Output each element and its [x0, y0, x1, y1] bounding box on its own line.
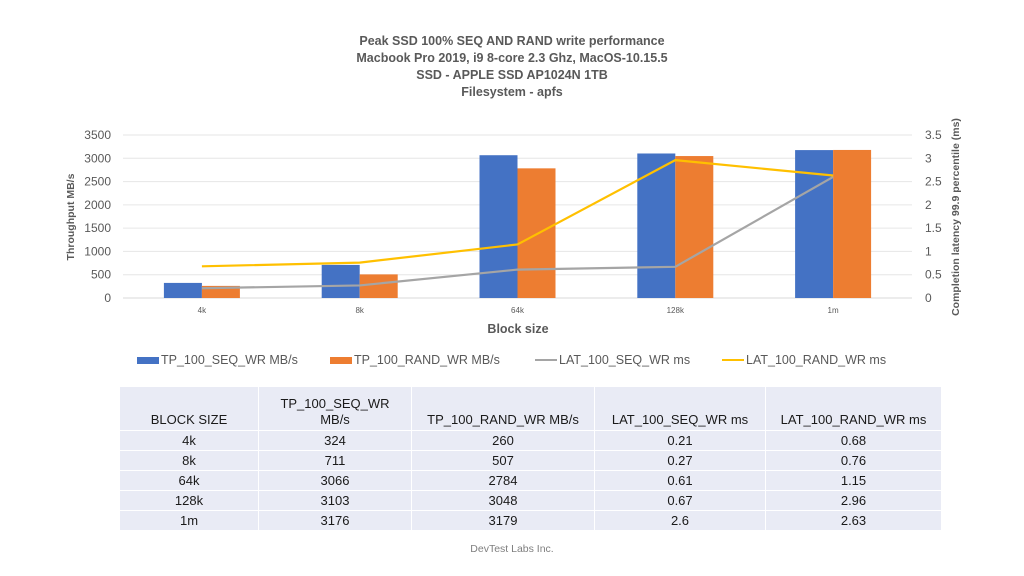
y2-tick-label: 1.5 — [925, 221, 942, 235]
chart-subtitle-line: Macbook Pro 2019, i9 8-core 2.3 Ghz, Mac… — [356, 51, 668, 65]
bar-tp-100-rand-wr-mb-s-128k — [675, 156, 714, 298]
table-header-row: BLOCK SIZE TP_100_SEQ_WR MB/s TP_100_RAN… — [119, 386, 942, 431]
line-lat-100-seq-wr-ms — [201, 175, 834, 290]
y2-tick-label: 1 — [925, 244, 932, 258]
x-tick-label: 8k — [355, 306, 364, 315]
legend-swatch — [137, 356, 159, 364]
x-axis-ticks: 4k 8k 64k 128k 1m — [198, 306, 839, 315]
data-table: BLOCK SIZE TP_100_SEQ_WR MB/s TP_100_RAN… — [119, 386, 942, 531]
x-tick-label: 1m — [828, 306, 839, 315]
table-cell: 711 — [258, 450, 412, 471]
y2-tick-label: 0.5 — [925, 268, 942, 282]
table-cell: 3176 — [258, 510, 412, 531]
table-cell: 3048 — [411, 490, 595, 511]
y2-tick-label: 0 — [925, 291, 932, 305]
table-cell: 0.67 — [594, 490, 766, 511]
table-cell: 2784 — [411, 470, 595, 491]
table-cell: 3066 — [258, 470, 412, 491]
table-row: 4k 324 260 0.21 0.68 — [119, 430, 942, 451]
table-cell: 507 — [411, 450, 595, 471]
legend-label: TP_100_RAND_WR MB/s — [354, 353, 500, 367]
combo-chart: 0 500 1000 1500 2000 2500 3000 3500 0 0.5 1 1.5 2 2.… — [65, 118, 962, 336]
header-tp-rand: TP_100_RAND_WR MB/s — [411, 386, 595, 431]
legend-label: LAT_100_RAND_WR ms — [746, 353, 887, 367]
y-axis-right-title: Completion latency 99.9 percentile (ms) — [950, 118, 962, 316]
x-tick-label: 128k — [667, 306, 685, 315]
y-tick-label: 3500 — [84, 128, 111, 142]
table-cell: 0.27 — [594, 450, 766, 471]
header-block-size: BLOCK SIZE — [119, 386, 259, 431]
bar-tp-100-rand-wr-mb-s-1m — [833, 149, 872, 298]
bar-tp-100-seq-wr-mb-s-4k — [163, 282, 202, 298]
table-cell: 1.15 — [765, 470, 942, 491]
bar-tp-100-seq-wr-mb-s-8k — [321, 264, 360, 298]
table-cell: 2.63 — [765, 510, 942, 531]
legend-swatch — [330, 356, 352, 364]
table-cell: 1m — [119, 510, 259, 531]
x-axis-title: Block size — [487, 322, 548, 336]
table-row: 1m 3176 3179 2.6 2.63 — [119, 510, 942, 531]
table-cell: 2.96 — [765, 490, 942, 511]
legend-item-tp-seq: TP_100_SEQ_WR MB/s — [137, 353, 298, 367]
table-cell: 128k — [119, 490, 259, 511]
table-cell: 0.61 — [594, 470, 766, 491]
legend-label: LAT_100_SEQ_WR ms — [559, 353, 691, 367]
y-axis-right-ticks: 0 0.5 1 1.5 2 2.5 3 3.5 — [925, 128, 942, 305]
legend-item-lat-rand: LAT_100_RAND_WR ms — [722, 353, 886, 367]
table-cell: 2.6 — [594, 510, 766, 531]
chart-title: Peak SSD 100% SEQ AND RAND write perform… — [0, 33, 1024, 101]
y-tick-label: 500 — [91, 268, 111, 282]
y-tick-label: 3000 — [84, 151, 111, 165]
chart-subtitle-line: SSD - APPLE SSD AP1024N 1TB — [416, 68, 608, 82]
chart-subtitle-line: Filesystem - apfs — [461, 85, 563, 99]
bar-tp-100-rand-wr-mb-s-8k — [359, 274, 398, 298]
chart-legend: TP_100_SEQ_WR MB/s TP_100_RAND_WR MB/s L… — [0, 353, 1024, 373]
table-row: 128k 3103 3048 0.67 2.96 — [119, 490, 942, 511]
y-tick-label: 2500 — [84, 175, 111, 189]
line-lat-100-rand-wr-ms — [201, 159, 834, 268]
legend-label: TP_100_SEQ_WR MB/s — [161, 353, 298, 367]
table-cell: 324 — [258, 430, 412, 451]
y2-tick-label: 3 — [925, 151, 932, 165]
legend-swatch — [722, 359, 744, 361]
bars — [163, 149, 872, 298]
header-tp-seq-line2: MB/s — [320, 412, 350, 427]
bar-tp-100-seq-wr-mb-s-128k — [637, 153, 676, 298]
header-lat-rand: LAT_100_RAND_WR ms — [765, 386, 942, 431]
bar-tp-100-seq-wr-mb-s-64k — [479, 155, 518, 298]
y-tick-label: 0 — [104, 291, 111, 305]
header-tp-seq: TP_100_SEQ_WR MB/s — [258, 386, 412, 431]
y-axis-left-ticks: 0 500 1000 1500 2000 2500 3000 3500 — [84, 128, 111, 305]
footer-credit: DevTest Labs Inc. — [470, 543, 554, 555]
y-tick-label: 1500 — [84, 221, 111, 235]
table-row: 8k 711 507 0.27 0.76 — [119, 450, 942, 471]
table-cell: 0.76 — [765, 450, 942, 471]
header-lat-seq: LAT_100_SEQ_WR ms — [594, 386, 766, 431]
y-tick-label: 2000 — [84, 198, 111, 212]
table-row: 64k 3066 2784 0.61 1.15 — [119, 470, 942, 491]
y-axis-left-title: Throughput MB/s — [65, 173, 77, 260]
table-cell: 0.68 — [765, 430, 942, 451]
table-cell: 0.21 — [594, 430, 766, 451]
latency-lines — [201, 159, 834, 290]
y2-tick-label: 2 — [925, 198, 932, 212]
header-tp-seq-line1: TP_100_SEQ_WR — [280, 396, 390, 411]
legend-item-lat-seq: LAT_100_SEQ_WR ms — [535, 353, 690, 367]
chart-title-line: Peak SSD 100% SEQ AND RAND write perform… — [359, 34, 665, 48]
table-cell: 260 — [411, 430, 595, 451]
x-tick-label: 4k — [198, 306, 207, 315]
x-tick-label: 64k — [511, 306, 525, 315]
y2-tick-label: 3.5 — [925, 128, 942, 142]
table-cell: 64k — [119, 470, 259, 491]
table-cell: 3179 — [411, 510, 595, 531]
table-cell: 8k — [119, 450, 259, 471]
legend-item-tp-rand: TP_100_RAND_WR MB/s — [330, 353, 500, 367]
y-tick-label: 1000 — [84, 244, 111, 258]
table-cell: 3103 — [258, 490, 412, 511]
y2-tick-label: 2.5 — [925, 175, 942, 189]
legend-swatch — [535, 359, 557, 361]
table-cell: 4k — [119, 430, 259, 451]
